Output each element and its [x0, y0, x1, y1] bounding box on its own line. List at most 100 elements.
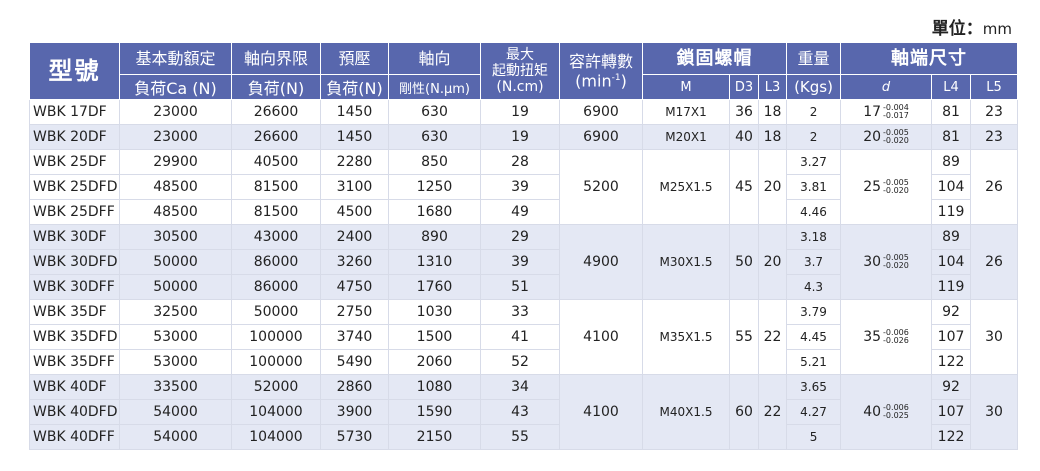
cell-ca: 32500	[119, 299, 232, 325]
cell-tq: 34	[480, 374, 560, 400]
table-body: WBK 17DF 23000 26600 1450 630 19 6900 M1…	[29, 99, 1019, 450]
cell-model: WBK 25DFF	[29, 199, 120, 225]
col-rigidity-2: 剛性(N.μm)	[388, 74, 481, 100]
cell-rig: 890	[388, 224, 481, 250]
cell-d3: 40	[729, 124, 759, 150]
cell-l3: 18	[757, 124, 788, 150]
table-header: 型號 基本動額定 軸向界限 預壓 軸向 最大 起動扭矩 (N.cm) 容許轉數 (mi…	[29, 42, 1019, 100]
cell-m: M30X1.5	[642, 224, 730, 300]
cell-tq: 33	[480, 299, 560, 325]
cell-l3: 20	[757, 224, 788, 300]
cell-rig: 850	[388, 149, 481, 175]
cell-pre: 5730	[320, 424, 389, 450]
col-weight-2: (Kgs)	[786, 74, 842, 100]
cell-model: WBK 17DF	[29, 99, 120, 125]
cell-l4: 119	[931, 274, 972, 300]
cell-pre: 4500	[320, 199, 389, 225]
cell-l3: 18	[757, 99, 788, 125]
cell-lim: 100000	[231, 324, 321, 350]
cell-lim: 40500	[231, 149, 321, 175]
cell-l5: 23	[970, 124, 1019, 150]
cell-tq: 19	[480, 99, 560, 125]
unit-value: mm	[982, 20, 1012, 38]
col-d3: D3	[729, 74, 759, 100]
col-model: 型號	[29, 42, 120, 100]
cell-rig: 2060	[388, 349, 481, 375]
col-m: M	[642, 74, 730, 100]
table-row: WBK 17DF 23000 26600 1450 630 19 6900 M1…	[29, 99, 1019, 125]
cell-tq: 41	[480, 324, 560, 350]
cell-pre: 3740	[320, 324, 389, 350]
cell-kg: 3.79	[786, 299, 842, 325]
cell-kg: 3.65	[786, 374, 842, 400]
cell-tq: 43	[480, 399, 560, 425]
col-speed: 容許轉數 (min-1)	[559, 42, 643, 100]
cell-rpm: 4100	[559, 374, 643, 450]
table-row: WBK 40DFF 54000 104000 5730 2150 55 5 12…	[29, 424, 1018, 450]
cell-l5: 30	[970, 374, 1019, 450]
col-weight: 重量	[786, 42, 842, 75]
cell-pre: 1450	[320, 124, 389, 150]
col-l5: L5	[970, 74, 1019, 100]
cell-ca: 48500	[119, 174, 232, 200]
cell-rpm: 6900	[559, 99, 643, 125]
unit-label: 單位：mm	[931, 19, 1012, 39]
spec-table: 型號 基本動額定 軸向界限 預壓 軸向 最大 起動扭矩 (N.cm) 容許轉數 (mi…	[29, 42, 1019, 450]
col-l3: L3	[757, 74, 788, 100]
cell-tq: 19	[480, 124, 560, 150]
cell-m: M17X1	[642, 99, 730, 125]
cell-d: 25 -0.005 -0.020	[840, 149, 933, 225]
cell-rig: 1760	[388, 274, 481, 300]
cell-kg: 3.7	[786, 249, 842, 275]
cell-model: WBK 20DF	[29, 124, 120, 150]
cell-kg: 3.18	[786, 224, 842, 250]
cell-rig: 630	[388, 124, 481, 150]
cell-kg: 4.45	[786, 324, 842, 350]
cell-l5: 26	[970, 149, 1019, 225]
cell-ca: 50000	[119, 274, 232, 300]
cell-ca: 29900	[119, 149, 232, 175]
cell-kg: 2	[786, 99, 842, 125]
cell-tq: 39	[480, 174, 560, 200]
cell-d3: 45	[729, 149, 759, 225]
cell-d: 20 -0.005 -0.020	[840, 124, 933, 150]
cell-model: WBK 35DFF	[29, 349, 120, 375]
cell-m: M35X1.5	[642, 299, 730, 375]
cell-lim: 43000	[231, 224, 321, 250]
table-row: WBK 25DF 29900 40500 2280 850 28 5200 M2…	[29, 149, 1019, 225]
cell-rig: 1310	[388, 249, 481, 275]
col-max-torque: 最大 起動扭矩 (N.cm)	[480, 42, 560, 100]
cell-tq: 49	[480, 199, 560, 225]
cell-rig: 630	[388, 99, 481, 125]
cell-rig: 1030	[388, 299, 481, 325]
cell-model: WBK 40DFD	[29, 399, 120, 425]
table-row: WBK 30DFD 50000 86000 3260 1310 39 3.7 1…	[29, 249, 1018, 275]
cell-kg: 2	[786, 124, 842, 150]
cell-model: WBK 35DFD	[29, 324, 120, 350]
cell-model: WBK 25DFD	[29, 174, 120, 200]
cell-pre: 3100	[320, 174, 389, 200]
cell-d: 40 -0.006 -0.025	[840, 374, 933, 450]
cell-model: WBK 40DF	[29, 374, 120, 400]
col-shaft: 軸端尺寸	[840, 42, 1019, 75]
cell-pre: 1450	[320, 99, 389, 125]
cell-l4: 104	[931, 174, 972, 200]
cell-l3: 22	[757, 374, 788, 450]
cell-rpm: 5200	[559, 149, 643, 225]
cell-model: WBK 30DFF	[29, 274, 120, 300]
cell-l5: 23	[970, 99, 1019, 125]
cell-l4: 104	[931, 249, 972, 275]
table-row: WBK 40DFD 54000 104000 3900 1590 43 4.27…	[29, 399, 1018, 425]
cell-rig: 1590	[388, 399, 481, 425]
cell-d3: 36	[729, 99, 759, 125]
cell-l4: 92	[931, 299, 972, 325]
col-locknut: 鎖固螺帽	[641, 42, 788, 75]
cell-lim: 100000	[231, 349, 321, 375]
cell-kg: 4.46	[786, 199, 842, 225]
cell-model: WBK 35DF	[29, 299, 120, 325]
cell-pre: 3900	[320, 399, 389, 425]
cell-l4: 81	[931, 99, 972, 125]
cell-model: WBK 25DF	[29, 149, 120, 175]
cell-l4: 122	[931, 424, 972, 450]
cell-l3: 20	[757, 149, 788, 225]
